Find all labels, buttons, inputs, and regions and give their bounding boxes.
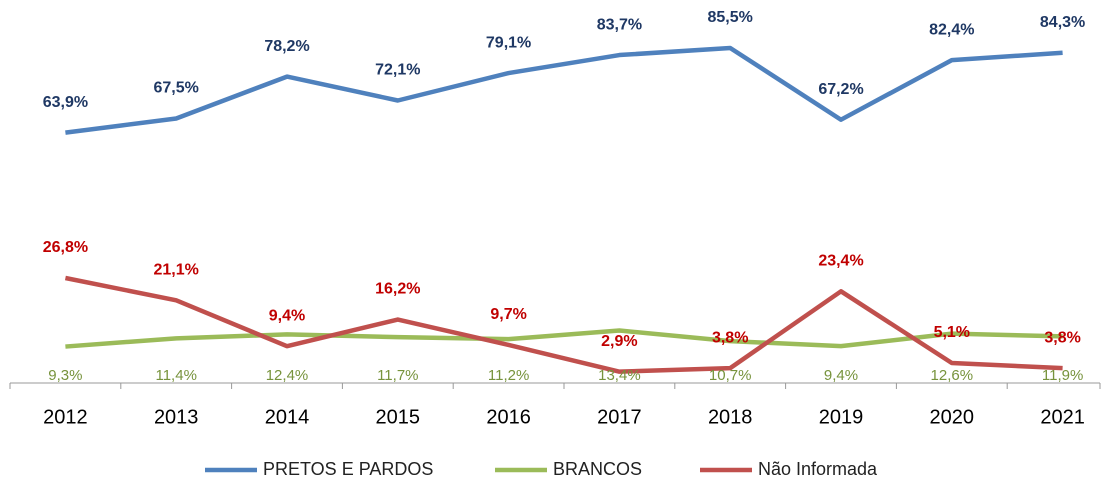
x-tick-label: 2013 bbox=[154, 406, 199, 428]
data-label: 21,1% bbox=[154, 262, 199, 279]
x-tick-label: 2018 bbox=[708, 406, 753, 428]
x-tick-label: 2021 bbox=[1040, 406, 1085, 428]
legend-label: BRANCOS bbox=[553, 459, 642, 479]
data-label: 85,5% bbox=[708, 9, 753, 26]
data-label: 78,2% bbox=[264, 38, 309, 55]
data-label: 10,7% bbox=[709, 367, 752, 384]
data-label: 67,5% bbox=[154, 80, 199, 97]
data-label: 2,9% bbox=[601, 333, 637, 350]
data-label: 84,3% bbox=[1040, 14, 1085, 31]
data-label: 72,1% bbox=[375, 62, 420, 79]
data-label: 12,4% bbox=[266, 367, 309, 384]
x-tick-label: 2015 bbox=[376, 406, 421, 428]
data-label: 23,4% bbox=[818, 253, 863, 270]
data-label: 79,1% bbox=[486, 34, 531, 51]
x-tick-label: 2017 bbox=[597, 406, 642, 428]
data-label: 5,1% bbox=[934, 324, 970, 341]
data-label: 3,8% bbox=[1044, 329, 1080, 346]
data-label: 3,8% bbox=[712, 329, 748, 346]
series-line bbox=[65, 45, 1063, 135]
data-label: 9,7% bbox=[490, 306, 526, 323]
data-label: 26,8% bbox=[43, 239, 88, 256]
data-label: 82,4% bbox=[929, 21, 974, 38]
data-label: 12,6% bbox=[931, 367, 974, 384]
data-label: 16,2% bbox=[375, 281, 420, 298]
x-tick-label: 2016 bbox=[486, 406, 531, 428]
data-label: 83,7% bbox=[597, 16, 642, 33]
data-label: 9,4% bbox=[269, 307, 305, 324]
x-tick-label: 2014 bbox=[265, 406, 310, 428]
x-tick-label: 2020 bbox=[930, 406, 975, 428]
series-line bbox=[64, 275, 1063, 374]
data-label: 63,9% bbox=[43, 94, 88, 111]
data-label: 11,9% bbox=[1042, 367, 1083, 384]
data-label: 67,2% bbox=[818, 81, 863, 98]
data-label: 11,2% bbox=[488, 367, 529, 384]
legend-label: PRETOS E PARDOS bbox=[263, 459, 433, 479]
x-tick-label: 2012 bbox=[43, 406, 88, 428]
x-tick-label: 2019 bbox=[819, 406, 864, 428]
data-label: 9,4% bbox=[824, 367, 858, 384]
data-label: 11,4% bbox=[155, 367, 196, 384]
legend-label: Não Informada bbox=[758, 459, 878, 479]
data-label: 11,7% bbox=[377, 367, 418, 384]
series-line bbox=[65, 328, 1063, 349]
data-label: 9,3% bbox=[48, 367, 82, 384]
data-label: 13,4% bbox=[598, 367, 641, 384]
